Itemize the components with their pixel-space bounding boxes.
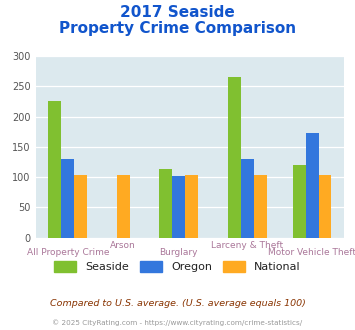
Text: Property Crime Comparison: Property Crime Comparison [59,21,296,36]
Text: Larceny & Theft: Larceny & Theft [212,241,284,250]
Bar [74,175,87,238]
Bar [293,165,306,238]
Text: Motor Vehicle Theft: Motor Vehicle Theft [268,248,355,257]
Text: Arson: Arson [110,241,136,250]
Bar [61,159,74,238]
Text: Burglary: Burglary [159,248,198,257]
Bar [48,101,61,238]
Bar [228,77,241,238]
Bar [306,133,318,238]
Bar [254,175,267,238]
Bar [159,169,172,238]
Text: 2017 Seaside: 2017 Seaside [120,5,235,20]
Bar [318,175,332,238]
Bar [172,176,185,238]
Text: All Property Crime: All Property Crime [27,248,109,257]
Legend: Seaside, Oregon, National: Seaside, Oregon, National [50,257,305,277]
Bar [185,175,198,238]
Bar [241,159,254,238]
Text: © 2025 CityRating.com - https://www.cityrating.com/crime-statistics/: © 2025 CityRating.com - https://www.city… [53,319,302,326]
Text: Compared to U.S. average. (U.S. average equals 100): Compared to U.S. average. (U.S. average … [50,299,305,308]
Bar [117,175,130,238]
